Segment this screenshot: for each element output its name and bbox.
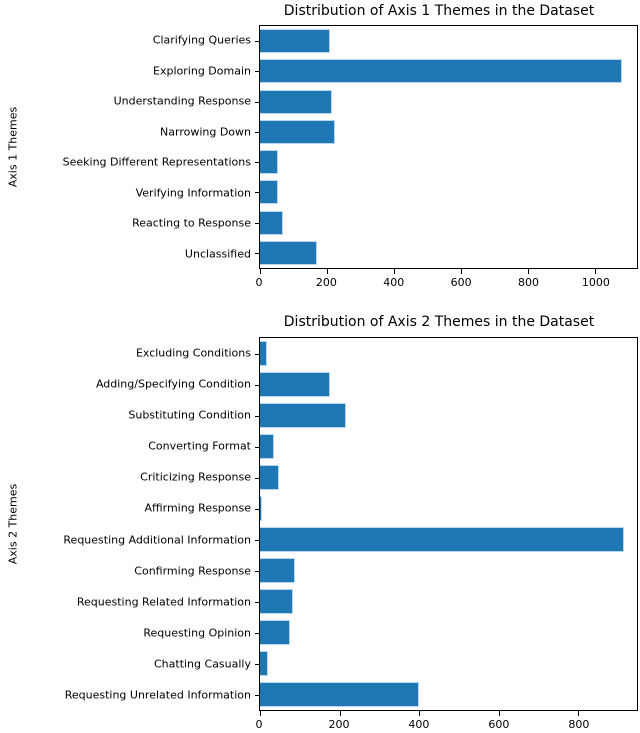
chart1-title: Distribution of Axis 1 Themes in the Dat…	[283, 3, 595, 19]
bar	[260, 434, 275, 459]
bar	[260, 682, 420, 707]
chart1-y-tick-labels: Clarifying Queries Exploring Domain Unders…	[0, 25, 251, 269]
x-tick-mark	[578, 711, 580, 716]
bar	[260, 119, 336, 144]
chart2-plot-area	[255, 337, 638, 716]
y-tick-label: Substituting Condition	[128, 408, 251, 422]
x-tick-mark	[339, 711, 341, 716]
y-tick-mark	[255, 632, 259, 634]
x-tick-label: 600	[450, 276, 472, 289]
y-tick-mark	[255, 694, 259, 696]
x-tick-label: 0	[255, 276, 263, 289]
bar	[260, 496, 262, 521]
y-tick-mark	[255, 663, 259, 665]
x-tick-mark	[461, 269, 463, 274]
y-tick-label: Seeking Different Representations	[62, 155, 251, 169]
x-tick-label: 400	[383, 276, 405, 289]
x-tick-mark	[595, 269, 597, 274]
y-tick-label: Confirming Response	[134, 564, 251, 578]
x-tick-mark	[419, 711, 421, 716]
y-tick-mark	[255, 222, 259, 224]
y-tick-mark	[255, 192, 259, 194]
y-tick-label: Requesting Related Information	[76, 595, 251, 609]
y-tick-label: Affirming Response	[144, 501, 251, 515]
bar	[260, 29, 331, 54]
x-tick-label: 1000	[581, 276, 610, 289]
bar	[260, 465, 280, 490]
y-tick-mark	[255, 601, 259, 603]
y-tick-label: Reacting to Response	[132, 216, 251, 230]
y-tick-label: Requesting Additional Information	[63, 533, 251, 547]
y-tick-label: Adding/Specifying Condition	[95, 377, 251, 391]
y-tick-mark	[255, 353, 259, 355]
y-tick-label: Excluding Conditions	[135, 346, 251, 360]
x-tick-mark	[327, 269, 329, 274]
x-tick-mark	[260, 711, 261, 716]
y-tick-label: Requesting Unrelated Information	[64, 688, 251, 702]
x-tick-mark	[498, 711, 500, 716]
y-tick-mark	[255, 570, 259, 572]
y-tick-mark	[255, 101, 259, 103]
bar	[260, 527, 624, 552]
y-tick-mark	[255, 477, 259, 479]
bar	[260, 341, 268, 366]
y-tick-mark	[255, 71, 259, 73]
x-tick-label: 800	[568, 718, 590, 731]
y-tick-label: Narrowing Down	[160, 125, 251, 139]
x-tick-label: 200	[315, 276, 337, 289]
y-tick-label: Converting Format	[148, 439, 251, 453]
y-tick-mark	[255, 384, 259, 386]
y-tick-mark	[255, 446, 259, 448]
y-tick-label: Unclassified	[184, 247, 251, 261]
x-tick-label: 800	[518, 276, 539, 289]
y-tick-mark	[255, 508, 259, 510]
y-tick-mark	[255, 252, 259, 254]
bar	[260, 89, 333, 114]
x-tick-mark	[260, 269, 261, 274]
chart2-x-tick-labels: 0 200 400 600 800	[255, 718, 638, 733]
y-tick-label: Understanding Response	[113, 94, 251, 108]
y-tick-mark	[255, 539, 259, 541]
bar	[260, 403, 346, 428]
bar	[260, 210, 284, 235]
bar	[260, 589, 294, 614]
x-tick-label: 200	[328, 718, 350, 731]
bar	[260, 558, 295, 583]
chart1-x-tick-labels: 0 200 400 600 800 1000	[255, 276, 638, 292]
y-tick-label: Requesting Opinion	[143, 626, 251, 640]
bar	[260, 150, 279, 175]
chart2-y-tick-labels: Excluding Conditions Adding/Specifying Co…	[0, 337, 251, 711]
bar	[260, 180, 279, 205]
chart1-plot-area	[255, 25, 638, 274]
y-tick-mark	[255, 131, 259, 133]
chart2-title: Distribution of Axis 2 Themes in the Dat…	[283, 314, 595, 330]
y-tick-mark	[255, 162, 259, 164]
bar	[260, 372, 330, 397]
y-tick-label: Exploring Domain	[153, 64, 251, 78]
y-tick-label: Chatting Casually	[153, 657, 251, 671]
bar	[260, 59, 622, 84]
y-tick-label: Criticizing Response	[140, 470, 251, 484]
y-tick-mark	[255, 415, 259, 417]
x-tick-mark	[528, 269, 530, 274]
y-tick-label: Clarifying Queries	[152, 33, 251, 47]
bar	[260, 620, 290, 645]
bar	[260, 651, 268, 676]
x-tick-label: 400	[408, 718, 430, 731]
x-tick-mark	[394, 269, 396, 274]
x-tick-label: 600	[488, 718, 510, 731]
bar	[260, 240, 317, 265]
y-tick-label: Verifying Information	[135, 186, 251, 200]
y-tick-mark	[255, 41, 259, 43]
x-tick-label: 0	[255, 718, 263, 731]
